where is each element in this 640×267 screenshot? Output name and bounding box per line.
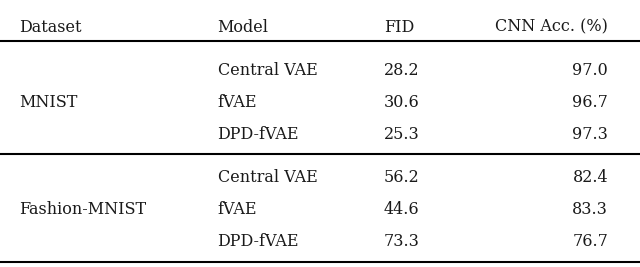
- Text: 28.2: 28.2: [384, 62, 420, 79]
- Text: 44.6: 44.6: [384, 201, 420, 218]
- Text: 97.3: 97.3: [572, 126, 608, 143]
- Text: CNN Acc. (%): CNN Acc. (%): [495, 19, 608, 36]
- Text: 97.0: 97.0: [572, 62, 608, 79]
- Text: Model: Model: [218, 19, 269, 36]
- Text: fVAE: fVAE: [218, 201, 257, 218]
- Text: 56.2: 56.2: [384, 169, 420, 186]
- Text: 83.3: 83.3: [572, 201, 608, 218]
- Text: fVAE: fVAE: [218, 94, 257, 111]
- Text: 82.4: 82.4: [572, 169, 608, 186]
- Text: DPD-fVAE: DPD-fVAE: [218, 233, 299, 250]
- Text: Dataset: Dataset: [19, 19, 82, 36]
- Text: 73.3: 73.3: [384, 233, 420, 250]
- Text: Fashion-MNIST: Fashion-MNIST: [19, 201, 147, 218]
- Text: 76.7: 76.7: [572, 233, 608, 250]
- Text: 25.3: 25.3: [384, 126, 420, 143]
- Text: FID: FID: [384, 19, 414, 36]
- Text: 30.6: 30.6: [384, 94, 420, 111]
- Text: Central VAE: Central VAE: [218, 62, 317, 79]
- Text: Central VAE: Central VAE: [218, 169, 317, 186]
- Text: DPD-fVAE: DPD-fVAE: [218, 126, 299, 143]
- Text: 96.7: 96.7: [572, 94, 608, 111]
- Text: MNIST: MNIST: [19, 94, 77, 111]
